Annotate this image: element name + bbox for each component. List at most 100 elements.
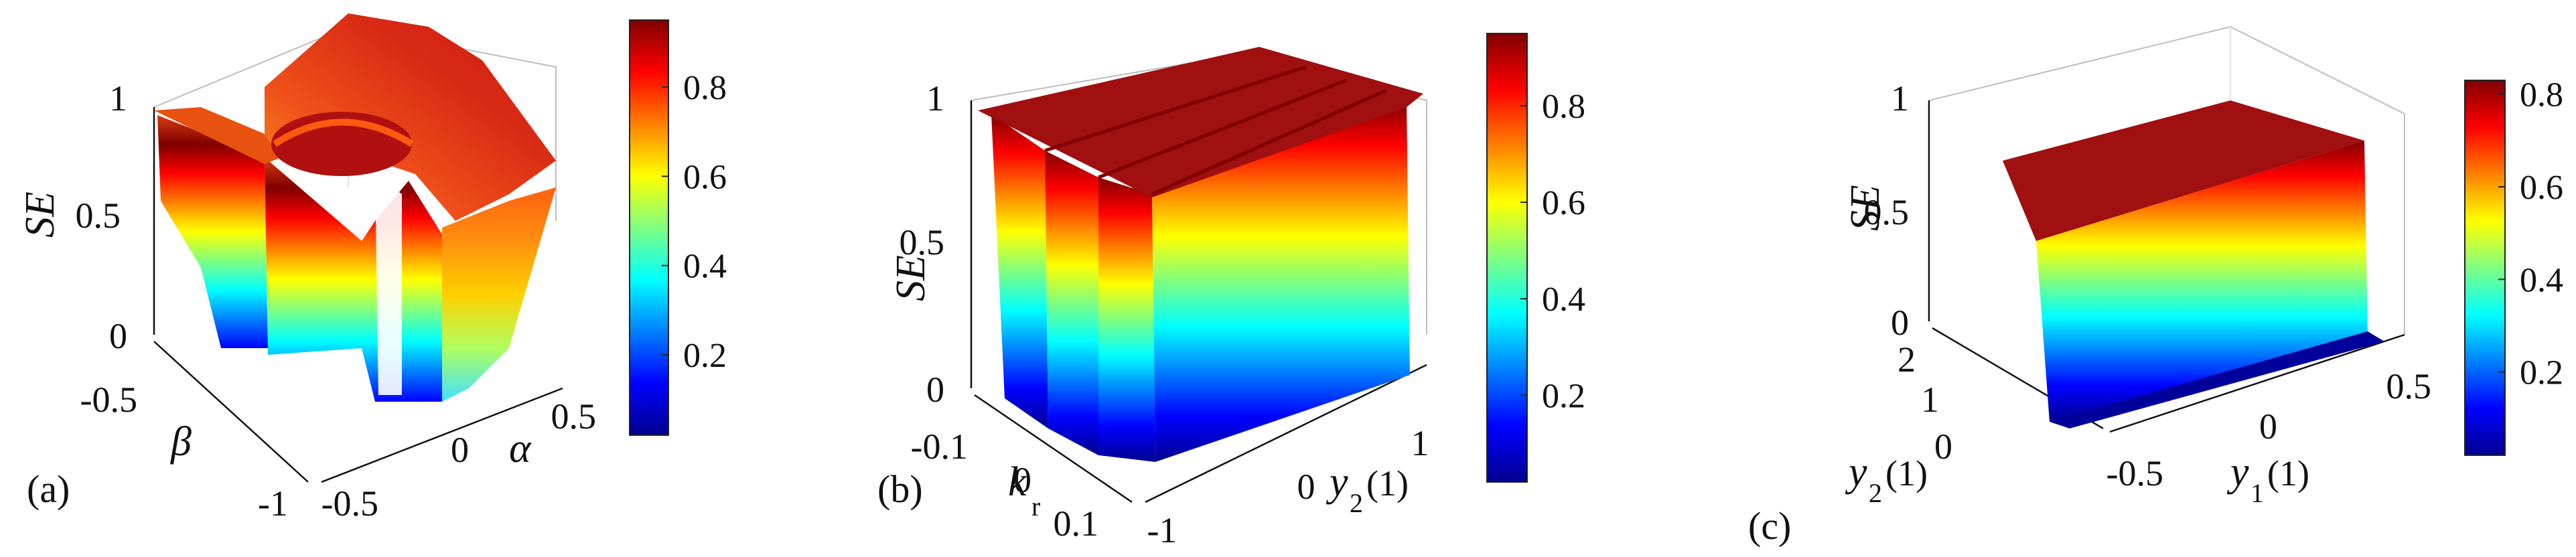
colorbar-tick-label: 0.6 (683, 158, 727, 196)
panel-c-ylabel-suffix: (1) (1885, 453, 1928, 493)
panel-a-colorbar: 0.2 0.4 0.6 0.8 (629, 19, 727, 436)
panel-c-z-tick: 1 (1891, 78, 1909, 118)
panel-c-ylabel-main: y (1845, 449, 1867, 495)
panel-a-x-tick: 0 (451, 430, 469, 470)
panel-c-ylabel-sub: 2 (1869, 478, 1882, 508)
panel-a-z-tick: 0 (109, 316, 127, 356)
panel-c-x-tick: 0 (2259, 406, 2277, 447)
colorbar-tick-label: 0.2 (683, 337, 727, 375)
panel-a-z-tick: 1 (109, 78, 127, 118)
colorbar-tick-label: 0.8 (1542, 88, 1585, 126)
panel-b-surface-step-2 (1045, 151, 1098, 455)
panel-c-y-ticks: 0 12 (1898, 339, 1952, 467)
panel-b-ylabel-sub: 2 (1350, 488, 1363, 518)
panel-a-surface-wall-right (442, 187, 556, 402)
panel-c-box-back (1928, 25, 2405, 335)
colorbar-tick-label: 0.8 (2520, 76, 2563, 114)
panel-b-zlabel: SE (888, 255, 934, 301)
colorbar-tick-label: 0.4 (683, 248, 727, 286)
panel-c-x-axis (2109, 333, 2405, 433)
panel-c-colorbar: 0.2 0.4 0.6 0.8 (2464, 76, 2563, 456)
panel-a-zlabel: SE (17, 191, 63, 238)
colorbar-tick-label: 0.6 (2520, 169, 2563, 207)
panel-b-xlabel-main: k (1008, 459, 1027, 505)
panel-c: (c) SE y 2 (1) y 1 (1) 00.51 -0.500.5 01… (1748, 25, 2563, 548)
panel-b-surface-step-3 (1098, 177, 1155, 462)
panel-c-zlabel: SE (1843, 185, 1888, 231)
panel-a-surface-cut (375, 174, 402, 395)
panel-c-surface-front (2036, 141, 2368, 422)
panel-b: (b) SE k r y 2 (1) 00.51 -0.100.1 -101 0… (877, 33, 1585, 550)
panel-b-x-tick: 0.1 (1054, 503, 1099, 544)
panel-a: (a) SE α β 00.51 -0.500.5 -0.5-1 0.20.40… (17, 13, 727, 524)
colorbar-tick-label: 0.2 (2520, 354, 2563, 392)
panel-a-ylabel: β (170, 419, 192, 465)
panel-a-surface-wall-mid (265, 157, 442, 402)
panel-c-y-tick: 2 (1898, 339, 1916, 380)
panel-c-x-ticks: -0.5 0 0.5 (2106, 366, 2431, 493)
panel-b-label: (b) (877, 467, 923, 511)
panel-c-z-tick: 0 (1891, 303, 1909, 343)
panel-a-x-ticks: -0.5 0 0.5 (321, 396, 596, 524)
panel-a-x-tick: 0.5 (551, 396, 597, 436)
colorbar-gradient (1486, 33, 1528, 483)
panel-a-y-axis (153, 341, 309, 483)
colorbar-tick-label: 0.8 (683, 69, 727, 107)
colorbar-tick-label: 0.4 (2520, 261, 2563, 299)
panel-b-surface-top (978, 47, 1423, 197)
panel-b-ylabel-suffix: (1) (1366, 463, 1409, 503)
panel-b-y-tick: -1 (1147, 510, 1177, 550)
panel-c-xlabel-suffix: (1) (2267, 453, 2309, 493)
panel-b-colorbar: 0.2 0.4 0.6 0.8 (1486, 33, 1585, 483)
panel-c-xlabel: y 1 (1) (2226, 449, 2309, 508)
panel-a-x-axis (321, 387, 563, 483)
panel-a-x-tick: -0.5 (321, 483, 378, 524)
panel-a-surface-rim (273, 118, 414, 147)
panel-b-z-tick: 1 (926, 78, 944, 118)
panel-c-xlabel-main: y (2226, 449, 2249, 495)
panel-c-y-tick: 1 (1921, 380, 1939, 420)
panel-a-surface (154, 13, 556, 402)
panel-c-x-tick: -0.5 (2106, 453, 2163, 493)
panel-b-surface-step-1 (991, 114, 1048, 428)
panel-b-xlabel: k r (1008, 459, 1040, 522)
colorbar-tick-label: 0.4 (1542, 281, 1585, 319)
panel-c-surface-top (2003, 100, 2364, 241)
panel-b-surface-ridges (1044, 65, 1388, 196)
panel-a-surface-top (265, 13, 556, 221)
panel-a-surface-top-left (154, 107, 281, 164)
colorbar-gradient (629, 19, 669, 436)
panel-b-ylabel-main: y (1326, 459, 1348, 505)
panel-c-x-tick: 0.5 (2386, 366, 2432, 406)
panel-b-x-tick: -0.1 (911, 426, 968, 467)
panel-b-xlabel-sub: r (1031, 491, 1040, 522)
panel-c-ylabel: y 2 (1) (1845, 449, 1928, 508)
panel-b-surface (978, 47, 1423, 462)
panel-b-y-ticks: -1 0 1 (1147, 423, 1429, 550)
panel-c-z-ticks: 00.51 (1864, 78, 1910, 343)
panel-a-y-ticks: -0.5 -1 (80, 380, 288, 524)
panel-b-z-tick: 0 (926, 370, 944, 410)
panel-a-surface-wall-left (157, 115, 268, 348)
panel-a-y-tick: -1 (258, 483, 288, 524)
colorbar-tick-label: 0.6 (1542, 184, 1585, 222)
panel-b-z-tick: 0.5 (900, 222, 945, 262)
panel-b-y-axis (1145, 364, 1427, 503)
panel-a-xlabel: α (509, 426, 532, 471)
panel-a-z-tick: 0.5 (76, 195, 121, 236)
panel-c-surface-floor (2050, 331, 2384, 428)
panel-b-ylabel: y 2 (1) (1326, 459, 1409, 518)
panel-b-z-ticks: 00.51 (900, 78, 945, 410)
panel-b-surface-front (1152, 100, 1410, 462)
panel-c-label: (c) (1748, 504, 1791, 548)
panel-b-y-tick: 0 (1297, 467, 1315, 507)
panel-b-x-ticks: -0.1 0 0.1 (911, 426, 1098, 544)
panel-b-y-tick: 1 (1411, 423, 1429, 463)
panel-a-z-ticks: 00.51 (76, 78, 128, 356)
panel-c-z-tick: 0.5 (1864, 192, 1910, 232)
panel-c-surface (2003, 100, 2384, 428)
colorbar-tick-label: 0.2 (1542, 377, 1585, 415)
panel-a-y-tick: -0.5 (80, 380, 137, 420)
panel-b-x-tick: 0 (1013, 460, 1031, 500)
